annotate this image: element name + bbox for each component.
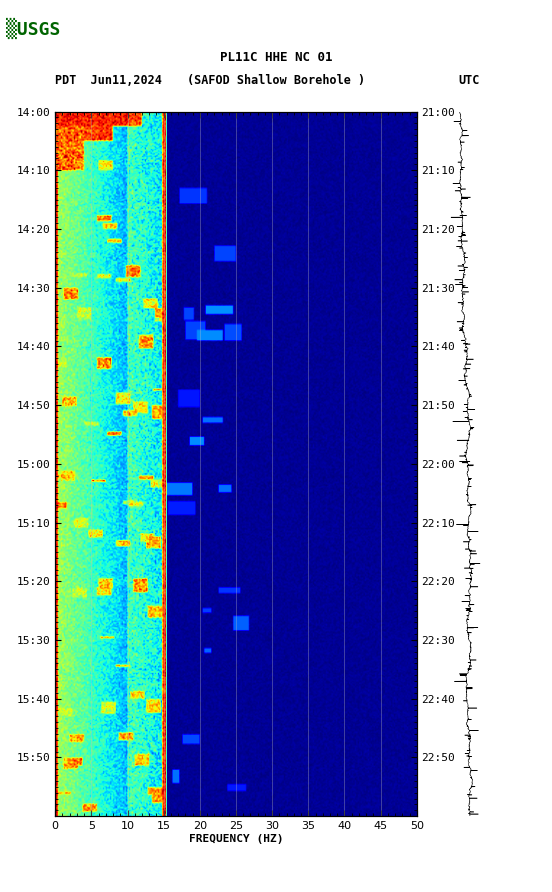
Text: PL11C HHE NC 01: PL11C HHE NC 01	[220, 52, 332, 64]
Text: (SAFOD Shallow Borehole ): (SAFOD Shallow Borehole )	[187, 74, 365, 87]
X-axis label: FREQUENCY (HZ): FREQUENCY (HZ)	[189, 834, 283, 844]
Text: ▒USGS: ▒USGS	[6, 18, 60, 39]
Text: UTC: UTC	[459, 74, 480, 87]
Text: PDT  Jun11,2024: PDT Jun11,2024	[55, 74, 162, 87]
